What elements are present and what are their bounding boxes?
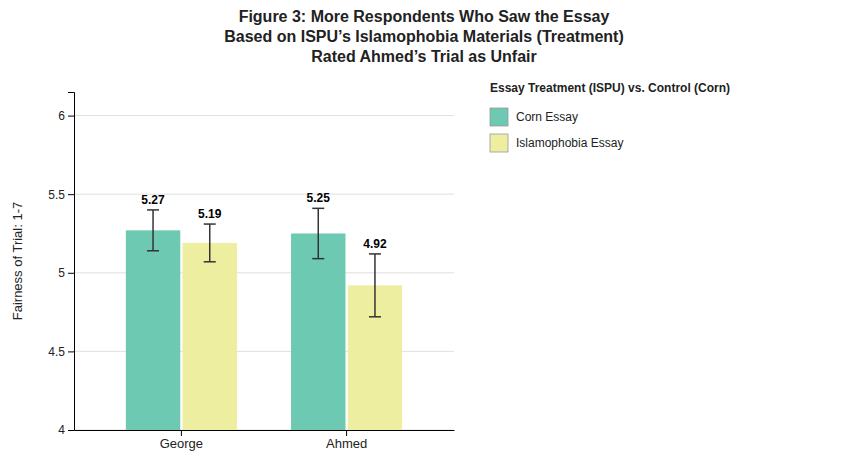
error-cap <box>369 316 381 318</box>
bar <box>126 230 180 430</box>
tick-mark <box>68 116 74 117</box>
tick-label: 4 <box>58 423 65 437</box>
legend-swatch <box>490 108 508 126</box>
chart: Figure 3: More Respondents Who Saw the E… <box>0 0 848 476</box>
data-label: 5.25 <box>307 191 331 205</box>
bar <box>183 243 237 430</box>
axis-line <box>75 430 455 431</box>
error-bar <box>152 210 154 251</box>
error-cap <box>312 258 324 260</box>
error-bar <box>374 254 376 317</box>
tick-mark <box>68 351 74 352</box>
title-line: Based on ISPU’s Islamophobia Materials (… <box>224 28 624 45</box>
error-bars <box>147 208 324 258</box>
tick-mark <box>68 273 74 274</box>
tick: 5.5 <box>48 188 74 202</box>
bar <box>291 233 345 430</box>
error-cap <box>369 253 381 255</box>
y-axis: 4 4.5 5 5.5 6 <box>48 93 74 438</box>
tick-label: 4.5 <box>48 345 65 359</box>
series <box>183 243 403 430</box>
tick: 4 <box>58 423 74 437</box>
grid-line <box>74 194 454 195</box>
y-axis-label: Fairness of Trial: 1-7 <box>10 202 25 321</box>
legend: Essay Treatment (ISPU) vs. Control (Corn… <box>490 81 730 152</box>
marks <box>126 208 402 430</box>
error-cap <box>147 209 159 211</box>
tick-mark <box>346 430 347 436</box>
legend-label: Corn Essay <box>516 110 578 124</box>
axis-line <box>68 93 75 431</box>
series <box>126 230 346 430</box>
error-cap <box>204 261 216 263</box>
tick: 4.5 <box>48 345 74 359</box>
tick: 6 <box>58 109 74 123</box>
error-bars <box>204 224 381 317</box>
tick-mark <box>68 430 74 431</box>
legend-swatch <box>490 134 508 152</box>
tick-label: 5.5 <box>48 188 65 202</box>
legend-title: Essay Treatment (ISPU) vs. Control (Corn… <box>490 81 730 95</box>
tick: George <box>160 430 203 451</box>
tick-label: 6 <box>58 109 65 123</box>
tick-mark <box>181 430 182 436</box>
title-line: Figure 3: More Respondents Who Saw the E… <box>239 8 610 25</box>
tick: 5 <box>58 266 74 280</box>
error-bar <box>318 208 320 258</box>
tick-mark <box>68 194 74 195</box>
tick-label: Ahmed <box>326 436 367 451</box>
error-cap <box>147 250 159 252</box>
legend-label: Islamophobia Essay <box>516 136 623 150</box>
error-cap <box>204 223 216 225</box>
tick-label: George <box>160 436 203 451</box>
data-labels: 5.27 5.25 5.19 4.92 <box>141 191 387 251</box>
data-label: 4.92 <box>363 237 387 251</box>
error-cap <box>312 208 324 210</box>
title-line: Rated Ahmed’s Trial as Unfair <box>311 48 537 65</box>
title: Figure 3: More Respondents Who Saw the E… <box>224 8 624 65</box>
grid-line <box>74 115 454 116</box>
legend-item: Islamophobia Essay <box>490 134 623 152</box>
tick: Ahmed <box>326 430 367 451</box>
data-label: 5.27 <box>141 193 165 207</box>
tick-label: 5 <box>58 266 65 280</box>
error-bar <box>209 224 211 262</box>
data-label: 5.19 <box>198 207 222 221</box>
legend-item: Corn Essay <box>490 108 578 126</box>
plot: George Ahmed 4 4.5 5 5.5 6 5.27 5.25 5.19 4.92 <box>48 93 454 476</box>
x-axis: George Ahmed <box>75 430 455 451</box>
